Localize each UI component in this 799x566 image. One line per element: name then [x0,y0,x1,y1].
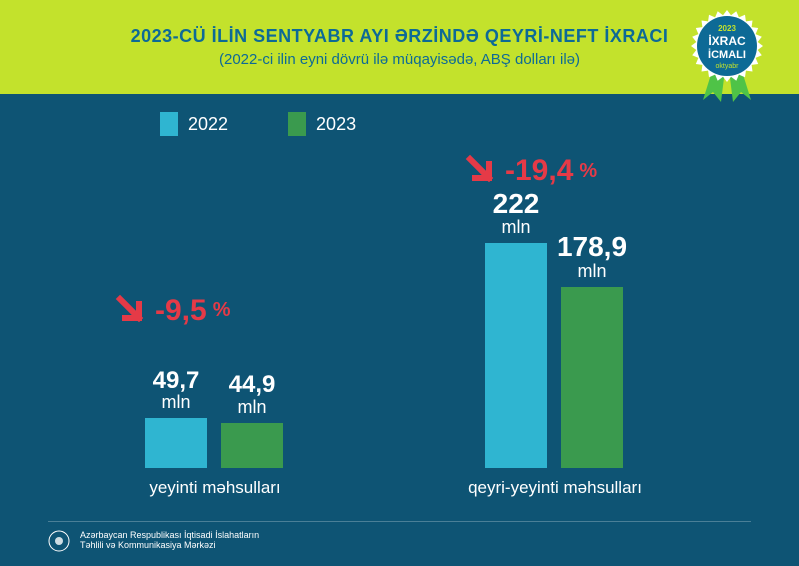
badge-line1: İXRAC [708,33,746,48]
header-band: 2023-CÜ İLİN SENTYABR AYI ƏRZİNDƏ QEYRİ-… [0,0,799,94]
footer-divider [48,521,751,522]
change-pct: % [213,299,231,322]
bar [221,423,283,469]
legend-swatch [288,112,306,136]
badge-icon: 2023 İXRAC İCMALI oktyabr [683,8,771,104]
legend-label: 2022 [188,114,228,135]
legend: 2022 2023 [160,112,356,136]
badge-year: 2023 [718,24,736,33]
page-subtitle: (2022-ci ilin eyni dövrü ilə müqayisədə,… [219,51,580,68]
category-label: yeyinti məhsulları [65,478,365,498]
legend-swatch [160,112,178,136]
change-indicator: -19,4% [465,154,597,188]
legend-label: 2023 [316,114,356,135]
bar [485,243,547,468]
bar-group: 222mln178,9mln-19,4%qeyri-yeyinti məhsul… [445,467,745,468]
bar-group: 49,7mln44,9mln-9,5%yeyinti məhsulları [105,467,405,468]
logo-icon [48,530,70,552]
value-label: 44,9mln [209,372,295,416]
bar [561,287,623,468]
change-pct: % [579,160,597,183]
badge-month: oktyabr [716,63,740,70]
footer-text: Azərbaycan Respublikası İqtisadi İslahat… [80,531,259,551]
footer: Azərbaycan Respublikası İqtisadi İslahat… [48,530,259,552]
category-label: qeyri-yeyinti məhsulları [405,478,705,498]
change-value: -9,5 [155,294,207,328]
value-label: 178,9mln [549,232,635,280]
badge: 2023 İXRAC İCMALI oktyabr [683,8,771,109]
arrow-down-right-icon [465,154,499,188]
bar-chart: 49,7mln44,9mln-9,5%yeyinti məhsulları222… [0,138,799,498]
page-title: 2023-CÜ İLİN SENTYABR AYI ƏRZİNDƏ QEYRİ-… [131,26,669,47]
legend-item: 2022 [160,112,228,136]
bar [145,418,207,468]
arrow-down-right-icon [115,294,149,328]
value-label: 49,7mln [133,368,219,412]
legend-item: 2023 [288,112,356,136]
page: 2023-CÜ İLİN SENTYABR AYI ƏRZİNDƏ QEYRİ-… [0,0,799,566]
change-indicator: -9,5% [115,294,231,328]
change-value: -19,4 [505,154,573,188]
footer-line2: Təhlili və Kommunikasiya Mərkəzi [80,541,259,551]
value-label: 222mln [473,189,559,237]
badge-line2: İCMALI [708,48,746,61]
